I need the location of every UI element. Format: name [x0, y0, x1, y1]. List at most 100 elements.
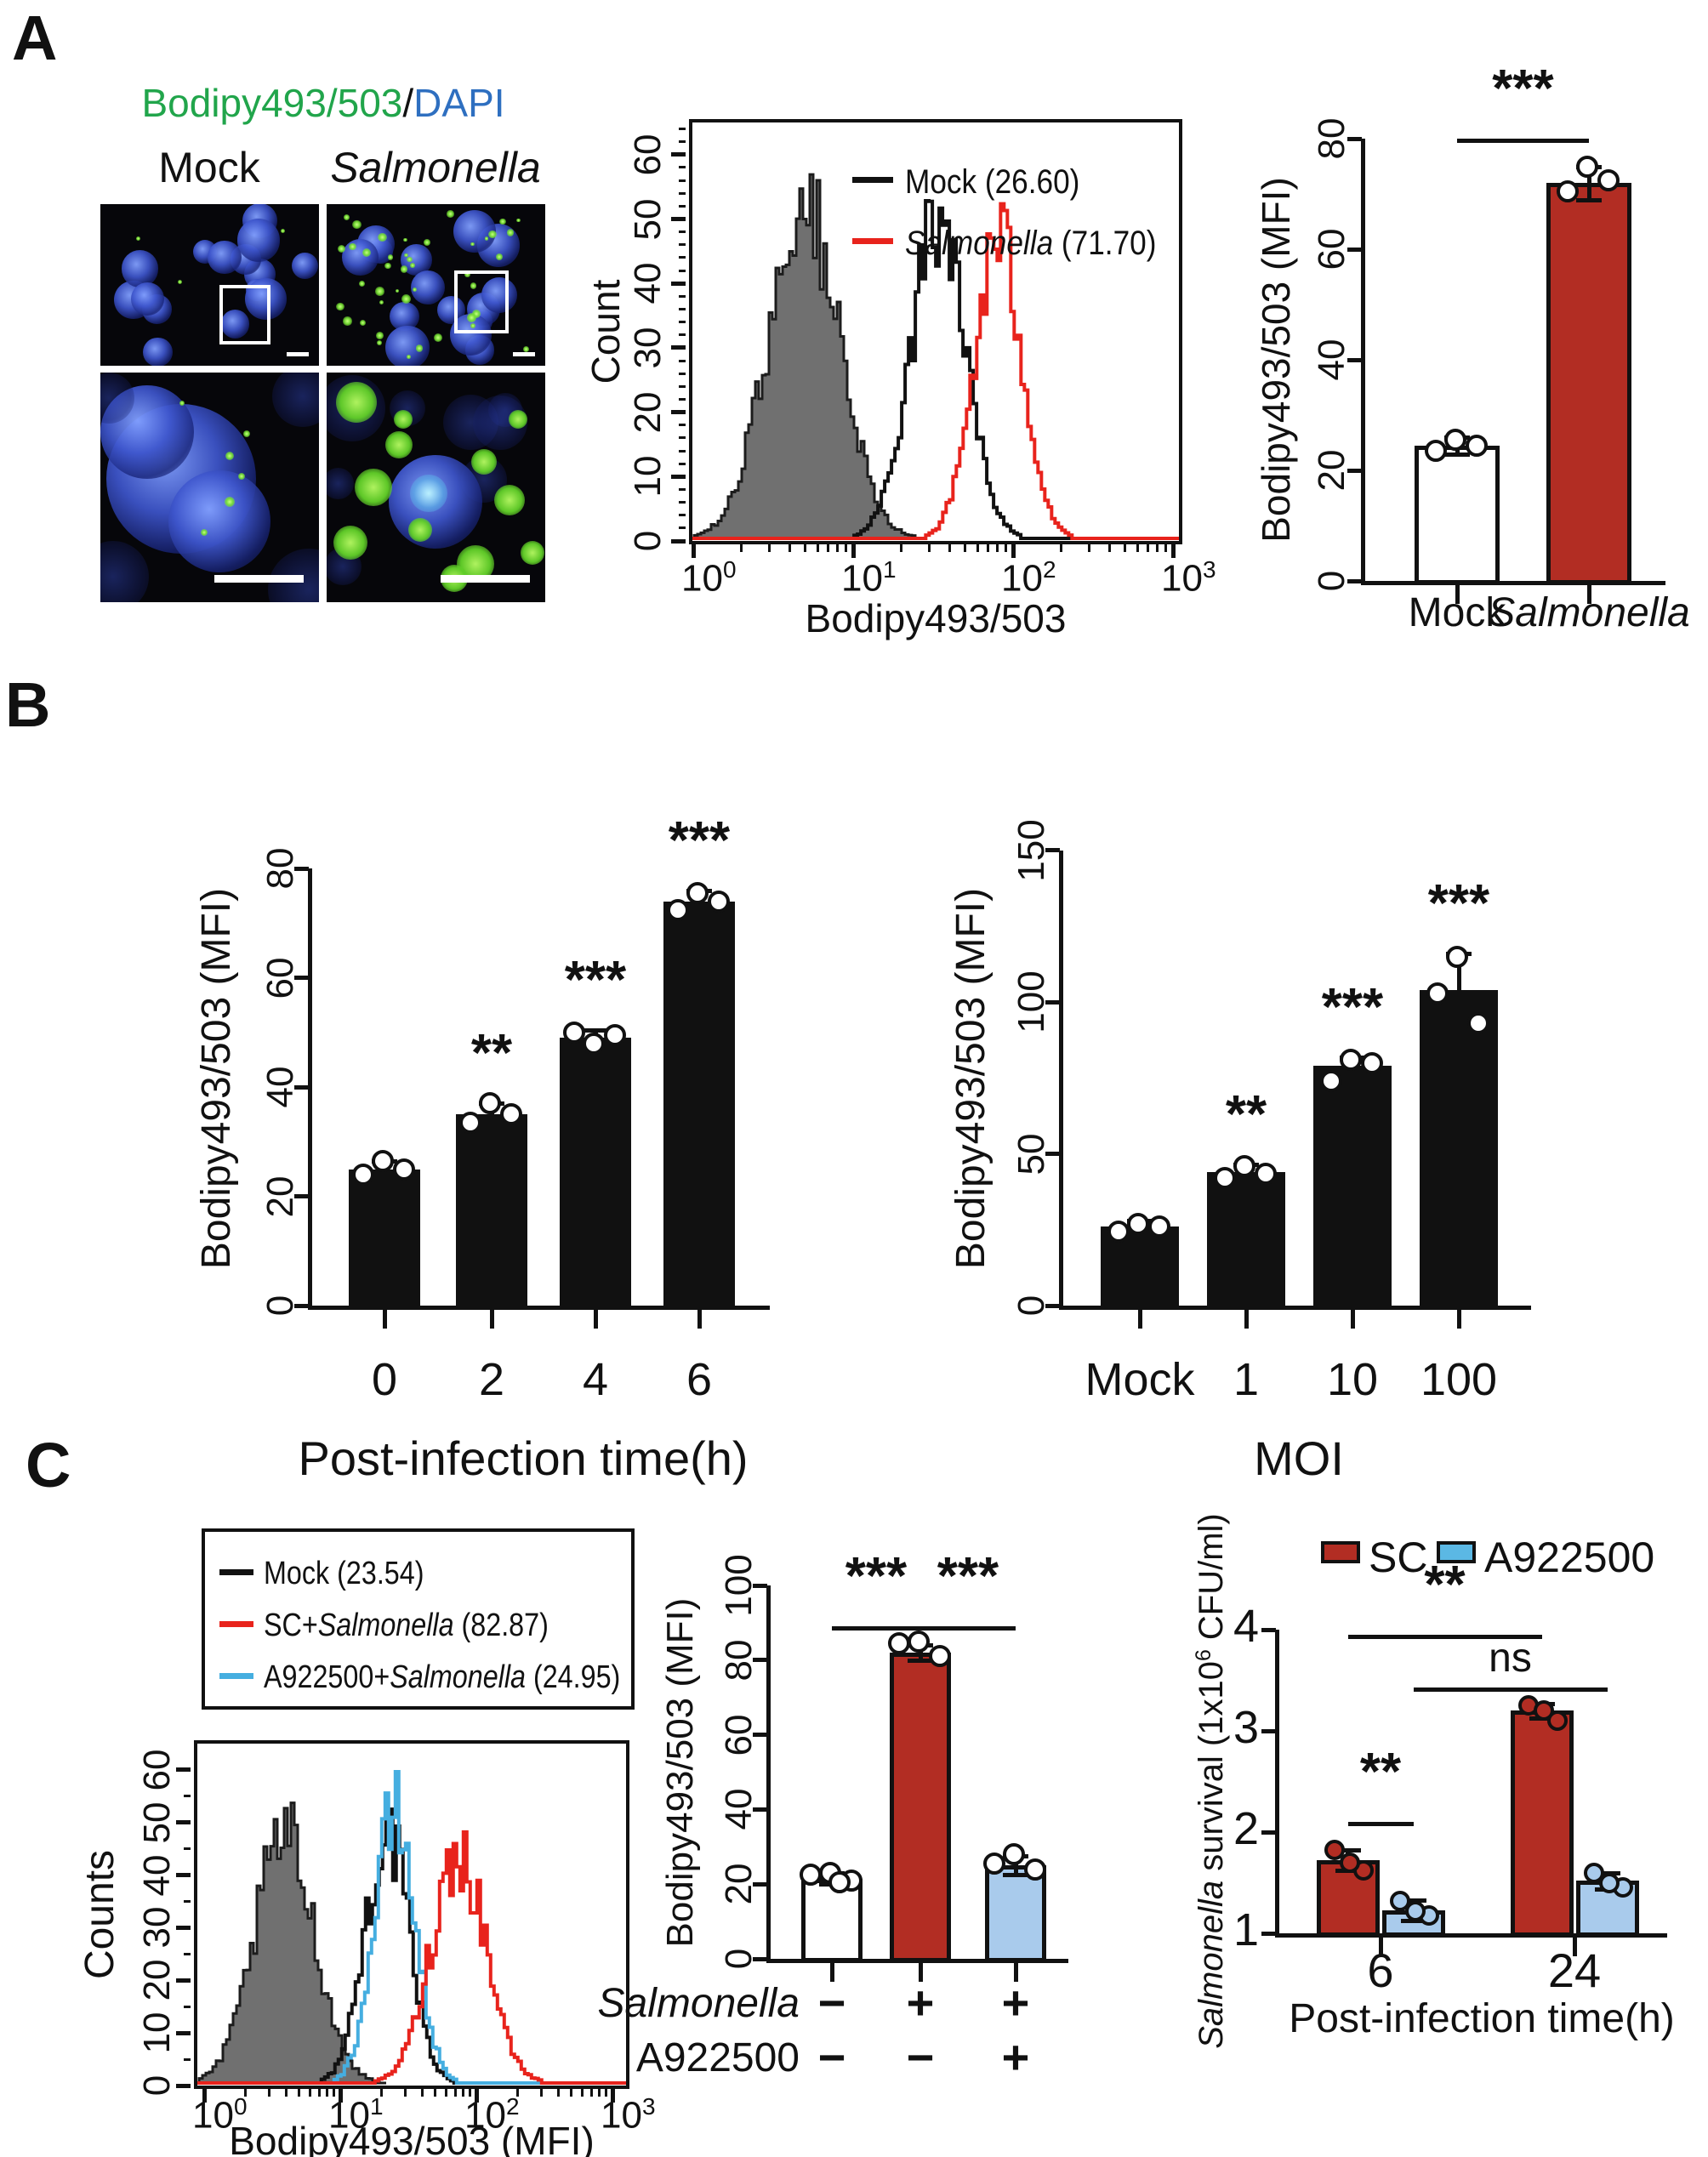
a_flow-ytick-minor [679, 256, 686, 259]
data-point [459, 1111, 481, 1134]
data-point [1024, 1858, 1046, 1881]
c_surv-ytick-label: 3 [1233, 1701, 1259, 1753]
c_flow-ytick-label-text: 40 [136, 1854, 178, 1897]
b_moi-y-axis-label-text: Bodipy493/503 (MFI) [948, 887, 993, 1270]
a_flow-xtick [851, 544, 856, 558]
a_bar-category-label: Salmonella [1488, 590, 1690, 636]
fluorescence-blob [338, 245, 346, 253]
text-segment: CFU/ml) [1193, 1513, 1231, 1650]
c_flow-xtick-minor [284, 2089, 288, 2097]
fluorescence-blob [236, 219, 281, 262]
data-point [1467, 1012, 1489, 1035]
data-point [1444, 429, 1466, 452]
b_time-xtick [593, 1310, 598, 1329]
bar [663, 901, 735, 1309]
fluorescence-blob [484, 236, 489, 241]
c_surv-y-axis [1275, 1630, 1279, 1938]
c_flow-ytick-label-text: 10 [136, 2012, 178, 2054]
b_moi-category-label: 100 [1420, 1354, 1498, 1405]
bar [801, 1878, 863, 1962]
c_flow-ytick [176, 1978, 191, 1983]
fluorescence-blob [488, 230, 497, 239]
text-segment: 100 [1420, 1354, 1498, 1405]
a_flow-ytick-minor [679, 308, 686, 310]
c_flow-ytick [176, 2030, 191, 2035]
error-bar-cap [686, 910, 712, 915]
a_flow-xtick [691, 544, 696, 558]
fluorescence-blob [407, 355, 411, 359]
microscopy-column-label-salmonella: Salmonella [330, 145, 540, 191]
significance-label: ** [470, 1024, 513, 1084]
data-point [352, 1163, 374, 1186]
micrograph-salmonella-overview [327, 204, 545, 366]
a_flow-xtick-minor [844, 544, 847, 552]
c_flow-xtick-label: 102 [464, 2093, 520, 2137]
fluorescence-blob [400, 265, 408, 274]
data-point [1361, 1051, 1383, 1074]
data-point [479, 1092, 501, 1115]
data-point [1597, 168, 1620, 191]
c_flow-xtick-minor [539, 2089, 543, 2097]
fluorescence-blob [523, 345, 530, 353]
error-bar-cap [1576, 197, 1602, 202]
text-segment: Mock [1408, 590, 1506, 635]
text-segment: Salmonella [390, 1659, 526, 1695]
a_flow-ytick-minor [679, 294, 686, 298]
b_moi-xtick [1244, 1310, 1249, 1329]
data-point [1546, 1710, 1568, 1732]
text-segment: 2 [478, 1354, 505, 1405]
c_flow-y-axis-label-text: Counts [77, 1849, 122, 1980]
c_surv-x-axis-label: Post-infection time(h) [1289, 1996, 1675, 2041]
a_flow-ytick-minor [679, 204, 686, 208]
b_moi-x-axis-label: MOI [1254, 1431, 1344, 1485]
fluorescence-blob [447, 210, 454, 218]
c_flow-xtick-minor [589, 2089, 593, 2097]
flow-series-Salmonella [692, 202, 1179, 540]
error-bar-cap [1400, 1898, 1426, 1903]
b_time-category-label: 2 [478, 1354, 505, 1405]
condition-row-label: A922500 [636, 2035, 800, 2081]
fluorescence-blob [481, 277, 517, 314]
legend-label-sc: SC [1369, 1534, 1428, 1581]
significance-label: *** [668, 811, 731, 871]
b_time-xtick [382, 1310, 387, 1329]
data-point [604, 1024, 626, 1047]
b_time-xtick [489, 1310, 494, 1329]
fluorescence-blob [131, 282, 164, 316]
fluorescence-blob [410, 475, 447, 512]
b_moi-xtick [1456, 1310, 1461, 1329]
significance-line [1457, 139, 1589, 143]
a_flow-curves [692, 173, 1179, 540]
error-bar [1586, 166, 1591, 200]
c_flow-xtick-minor [434, 2089, 437, 2097]
a_flow-xtick-minor [788, 544, 791, 552]
c_surv-ytick-label: 2 [1233, 1802, 1259, 1854]
fluorescence-blob [362, 248, 372, 258]
c_flow-xtick-minor [333, 2089, 336, 2097]
a_flow-xtick-label: 102 [1001, 556, 1056, 600]
c_flow-x-axis-label: Bodipy493/503 (MFI) [229, 2119, 595, 2157]
text-segment: Mock (23.54) [264, 1556, 424, 1591]
a_flow-xtick-minor [976, 544, 979, 552]
fluorescence-blob [506, 229, 514, 236]
a_flow-ytick-minor [679, 333, 686, 337]
text-segment: Salmonella [1488, 590, 1690, 635]
c_mfi-xtick [1013, 1963, 1018, 1982]
a_flow-ytick-minor [679, 230, 686, 234]
c_mfi-xtick [829, 1963, 834, 1982]
c_flow-xtick [202, 2089, 207, 2103]
a_flow-ytick-minor [679, 321, 686, 324]
text-segment: 24 [1547, 1944, 1602, 1997]
a_flow-xtick-minor [948, 544, 951, 552]
b_moi-ytick [1045, 848, 1060, 853]
fluorescence-blob [434, 333, 443, 343]
error-bar-cap [1233, 1177, 1259, 1182]
c_mfi-ytick [753, 1583, 767, 1588]
flow-series-A922500+Salmonella [197, 1770, 626, 2085]
error-bar-cap [1444, 452, 1470, 457]
data-point [1404, 1900, 1426, 1921]
error-bar-cap [479, 1124, 504, 1129]
c_flow-xtick-label: 101 [328, 2093, 384, 2137]
c_flow-curves [197, 1770, 626, 2085]
